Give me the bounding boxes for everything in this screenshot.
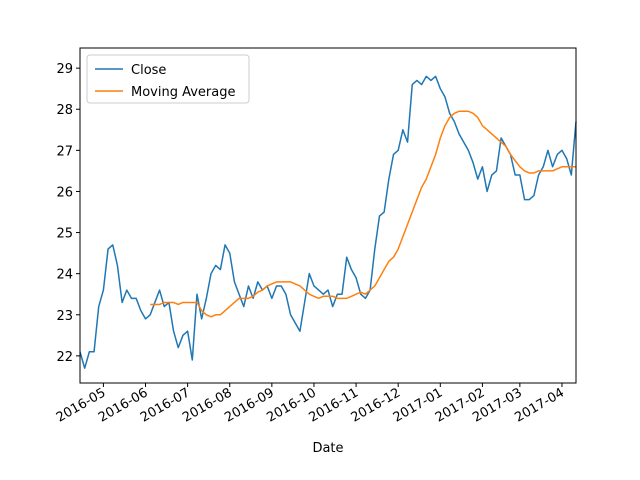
y-tick-label: 23 bbox=[56, 309, 73, 324]
y-tick-label: 24 bbox=[56, 268, 73, 283]
y-tick-label: 29 bbox=[56, 62, 73, 77]
legend-label: Close bbox=[131, 63, 166, 78]
y-tick-label: 27 bbox=[56, 144, 73, 159]
legend-label: Moving Average bbox=[131, 85, 235, 100]
plot-frame bbox=[79, 47, 577, 384]
line-series bbox=[79, 75, 577, 369]
y-tick-label: 25 bbox=[56, 227, 73, 242]
y-tick-label: 28 bbox=[56, 103, 73, 118]
legend-box bbox=[86, 54, 250, 104]
x-axis-label: Date bbox=[312, 441, 343, 456]
y-tick-label: 22 bbox=[56, 350, 73, 365]
y-tick-label: 26 bbox=[56, 185, 73, 200]
line-series bbox=[150, 110, 576, 318]
